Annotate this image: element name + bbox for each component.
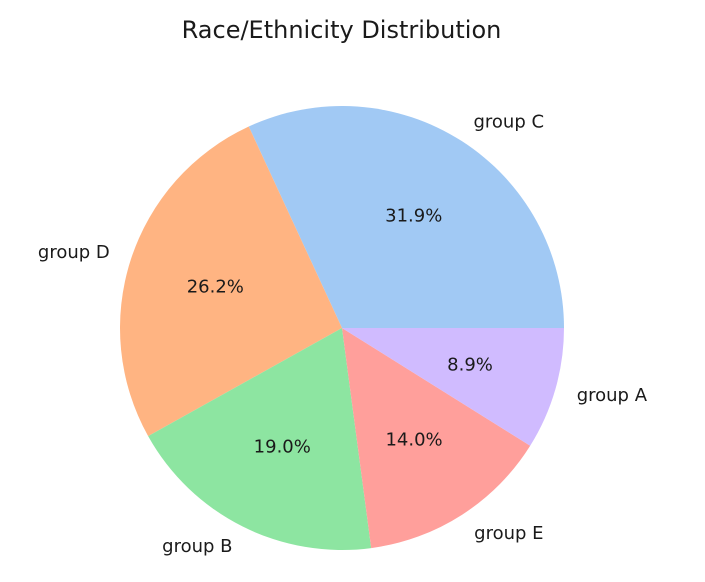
- pct-label-group-d: 26.2%: [187, 276, 244, 297]
- slice-label-group-a: group A: [577, 385, 648, 406]
- pct-label-group-e: 14.0%: [385, 430, 442, 451]
- pct-label-group-a: 8.9%: [447, 354, 493, 375]
- pie-slice-group-d: [119, 126, 342, 437]
- chart-title: Race/Ethnicity Distribution: [181, 16, 502, 44]
- pct-label-group-c: 31.9%: [385, 205, 442, 226]
- pie-slice-group-a: [342, 328, 564, 446]
- pie-slice-group-b: [148, 328, 372, 550]
- pie-slice-group-c: [248, 106, 564, 328]
- pct-label-group-b: 19.0%: [254, 437, 311, 458]
- slice-label-group-e: group E: [474, 523, 543, 544]
- slice-label-group-c: group C: [473, 112, 544, 133]
- slice-label-group-b: group B: [162, 536, 232, 557]
- slice-label-group-d: group D: [38, 242, 110, 263]
- pie-slice-group-e: [342, 328, 531, 549]
